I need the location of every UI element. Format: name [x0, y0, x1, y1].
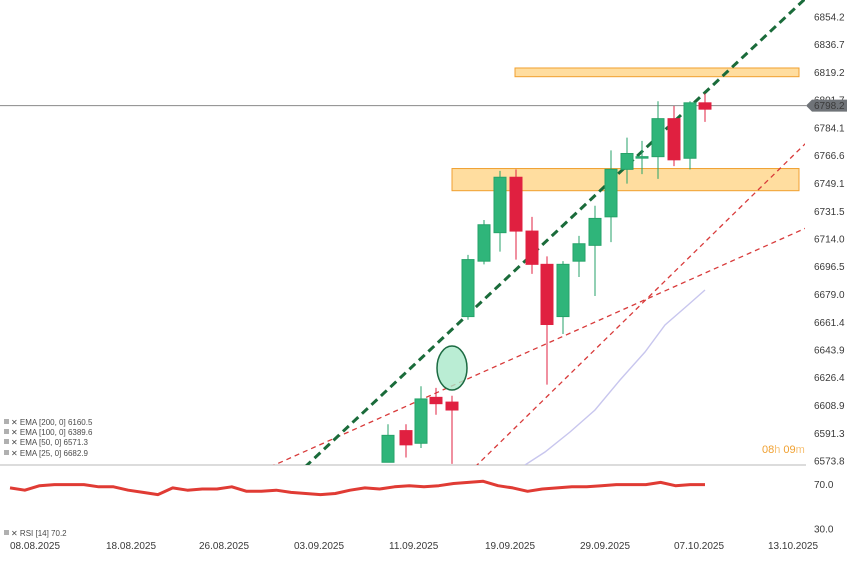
resistance-zones: [451, 67, 800, 192]
price-tick-label: 6819.2: [814, 68, 845, 79]
price-tick-label: 6784.1: [814, 124, 845, 135]
price-tick-label: 6696.5: [814, 262, 845, 273]
candle: [620, 137, 634, 184]
annotations: [436, 345, 468, 391]
trend-line-red-upper: [476, 143, 805, 465]
trend-line-red-lower: [272, 227, 805, 465]
ema-line: [524, 289, 706, 465]
candle: [572, 235, 586, 278]
candle: [493, 170, 507, 252]
price-tick-label: 6679.0: [814, 290, 845, 301]
date-tick-label: 03.09.2025: [294, 541, 344, 552]
price-tick-label: 6661.4: [814, 318, 845, 329]
date-tick-label: 18.08.2025: [106, 541, 156, 552]
legend-icon: [4, 429, 9, 434]
candle: [414, 386, 428, 449]
current-price-tag: [806, 99, 847, 112]
price-tick-label: 6573.8: [814, 457, 845, 468]
legend-icon: [4, 439, 9, 444]
date-tick-label: 19.09.2025: [485, 541, 535, 552]
date-tick-label: 07.10.2025: [674, 541, 724, 552]
candle: [698, 93, 712, 122]
indicator-legend: ✕ EMA [200, 0] 6160.5✕ EMA [100, 0] 6389…: [4, 418, 93, 538]
trend-lines: [272, 0, 805, 465]
ema-legend-label: ✕ EMA [50, 0] 6571.3: [11, 438, 89, 447]
legend-icon: [4, 530, 9, 535]
date-tick-label: 11.09.2025: [389, 541, 439, 552]
rsi-legend-label: ✕ RSI [14] 70.2: [11, 529, 67, 538]
ema-legend-label: ✕ EMA [100, 0] 6389.6: [11, 428, 93, 437]
date-tick-label: 26.08.2025: [199, 541, 249, 552]
price-tick-label: 6749.1: [814, 179, 845, 190]
current-price-label: 6798.2: [814, 101, 845, 112]
timer-h-unit: h: [774, 444, 780, 456]
candlesticks: [381, 93, 712, 464]
price-tick-label: 6766.6: [814, 151, 845, 162]
price-tick-label: 6836.7: [814, 40, 845, 51]
grid: [0, 105, 806, 466]
date-tick-label: 13.10.2025: [768, 541, 818, 552]
candle: [509, 169, 523, 260]
date-tick-label: 29.09.2025: [580, 541, 630, 552]
candle: [399, 424, 413, 458]
rsi-tick-label: 30.0: [814, 524, 834, 535]
timer-m-unit: m: [796, 444, 805, 456]
timer-hours: 08: [762, 444, 774, 456]
ema-legend-label: ✕ EMA [25, 0] 6682.9: [11, 449, 89, 458]
ema-legend-label: ✕ EMA [200, 0] 6160.5: [11, 418, 93, 427]
price-axis[interactable]: 6854.26836.76819.26801.76784.16766.66749…: [806, 13, 847, 468]
timer-minutes: 09: [783, 444, 795, 456]
candle: [635, 140, 649, 175]
candle: [604, 150, 618, 243]
price-tick-label: 6854.2: [814, 13, 845, 24]
date-axis: 08.08.2025 18.08.2025 26.08.2025 03.09.2025…: [10, 541, 818, 552]
candle: [381, 424, 395, 463]
legend-icon: [4, 450, 9, 455]
candle: [588, 205, 602, 297]
candle-timer: 08h 09m: [762, 444, 805, 456]
price-tick-label: 6591.3: [814, 429, 845, 440]
candle: [540, 256, 554, 385]
price-zone: [514, 67, 800, 78]
candle: [445, 395, 459, 464]
candle: [525, 216, 539, 274]
legend-icon: [4, 419, 9, 424]
highlight-ellipse: [436, 345, 468, 391]
rsi-line: [9, 479, 705, 497]
rsi-tick-label: 70.0: [814, 480, 834, 491]
rsi-panel: 70.0 30.0: [9, 479, 834, 535]
price-tick-label: 6608.9: [814, 401, 845, 412]
date-tick-label: 08.08.2025: [10, 541, 60, 552]
candle: [477, 219, 491, 265]
trend-line-green: [304, 0, 805, 465]
candle: [461, 254, 475, 320]
price-tick-label: 6626.4: [814, 373, 845, 384]
price-tick-label: 6714.0: [814, 235, 845, 246]
candle: [651, 101, 665, 179]
price-tick-label: 6643.9: [814, 346, 845, 357]
candle: [667, 105, 681, 167]
candle: [429, 387, 443, 415]
candle: [683, 101, 697, 170]
candle: [556, 261, 570, 335]
price-tick-label: 6731.5: [814, 207, 845, 218]
